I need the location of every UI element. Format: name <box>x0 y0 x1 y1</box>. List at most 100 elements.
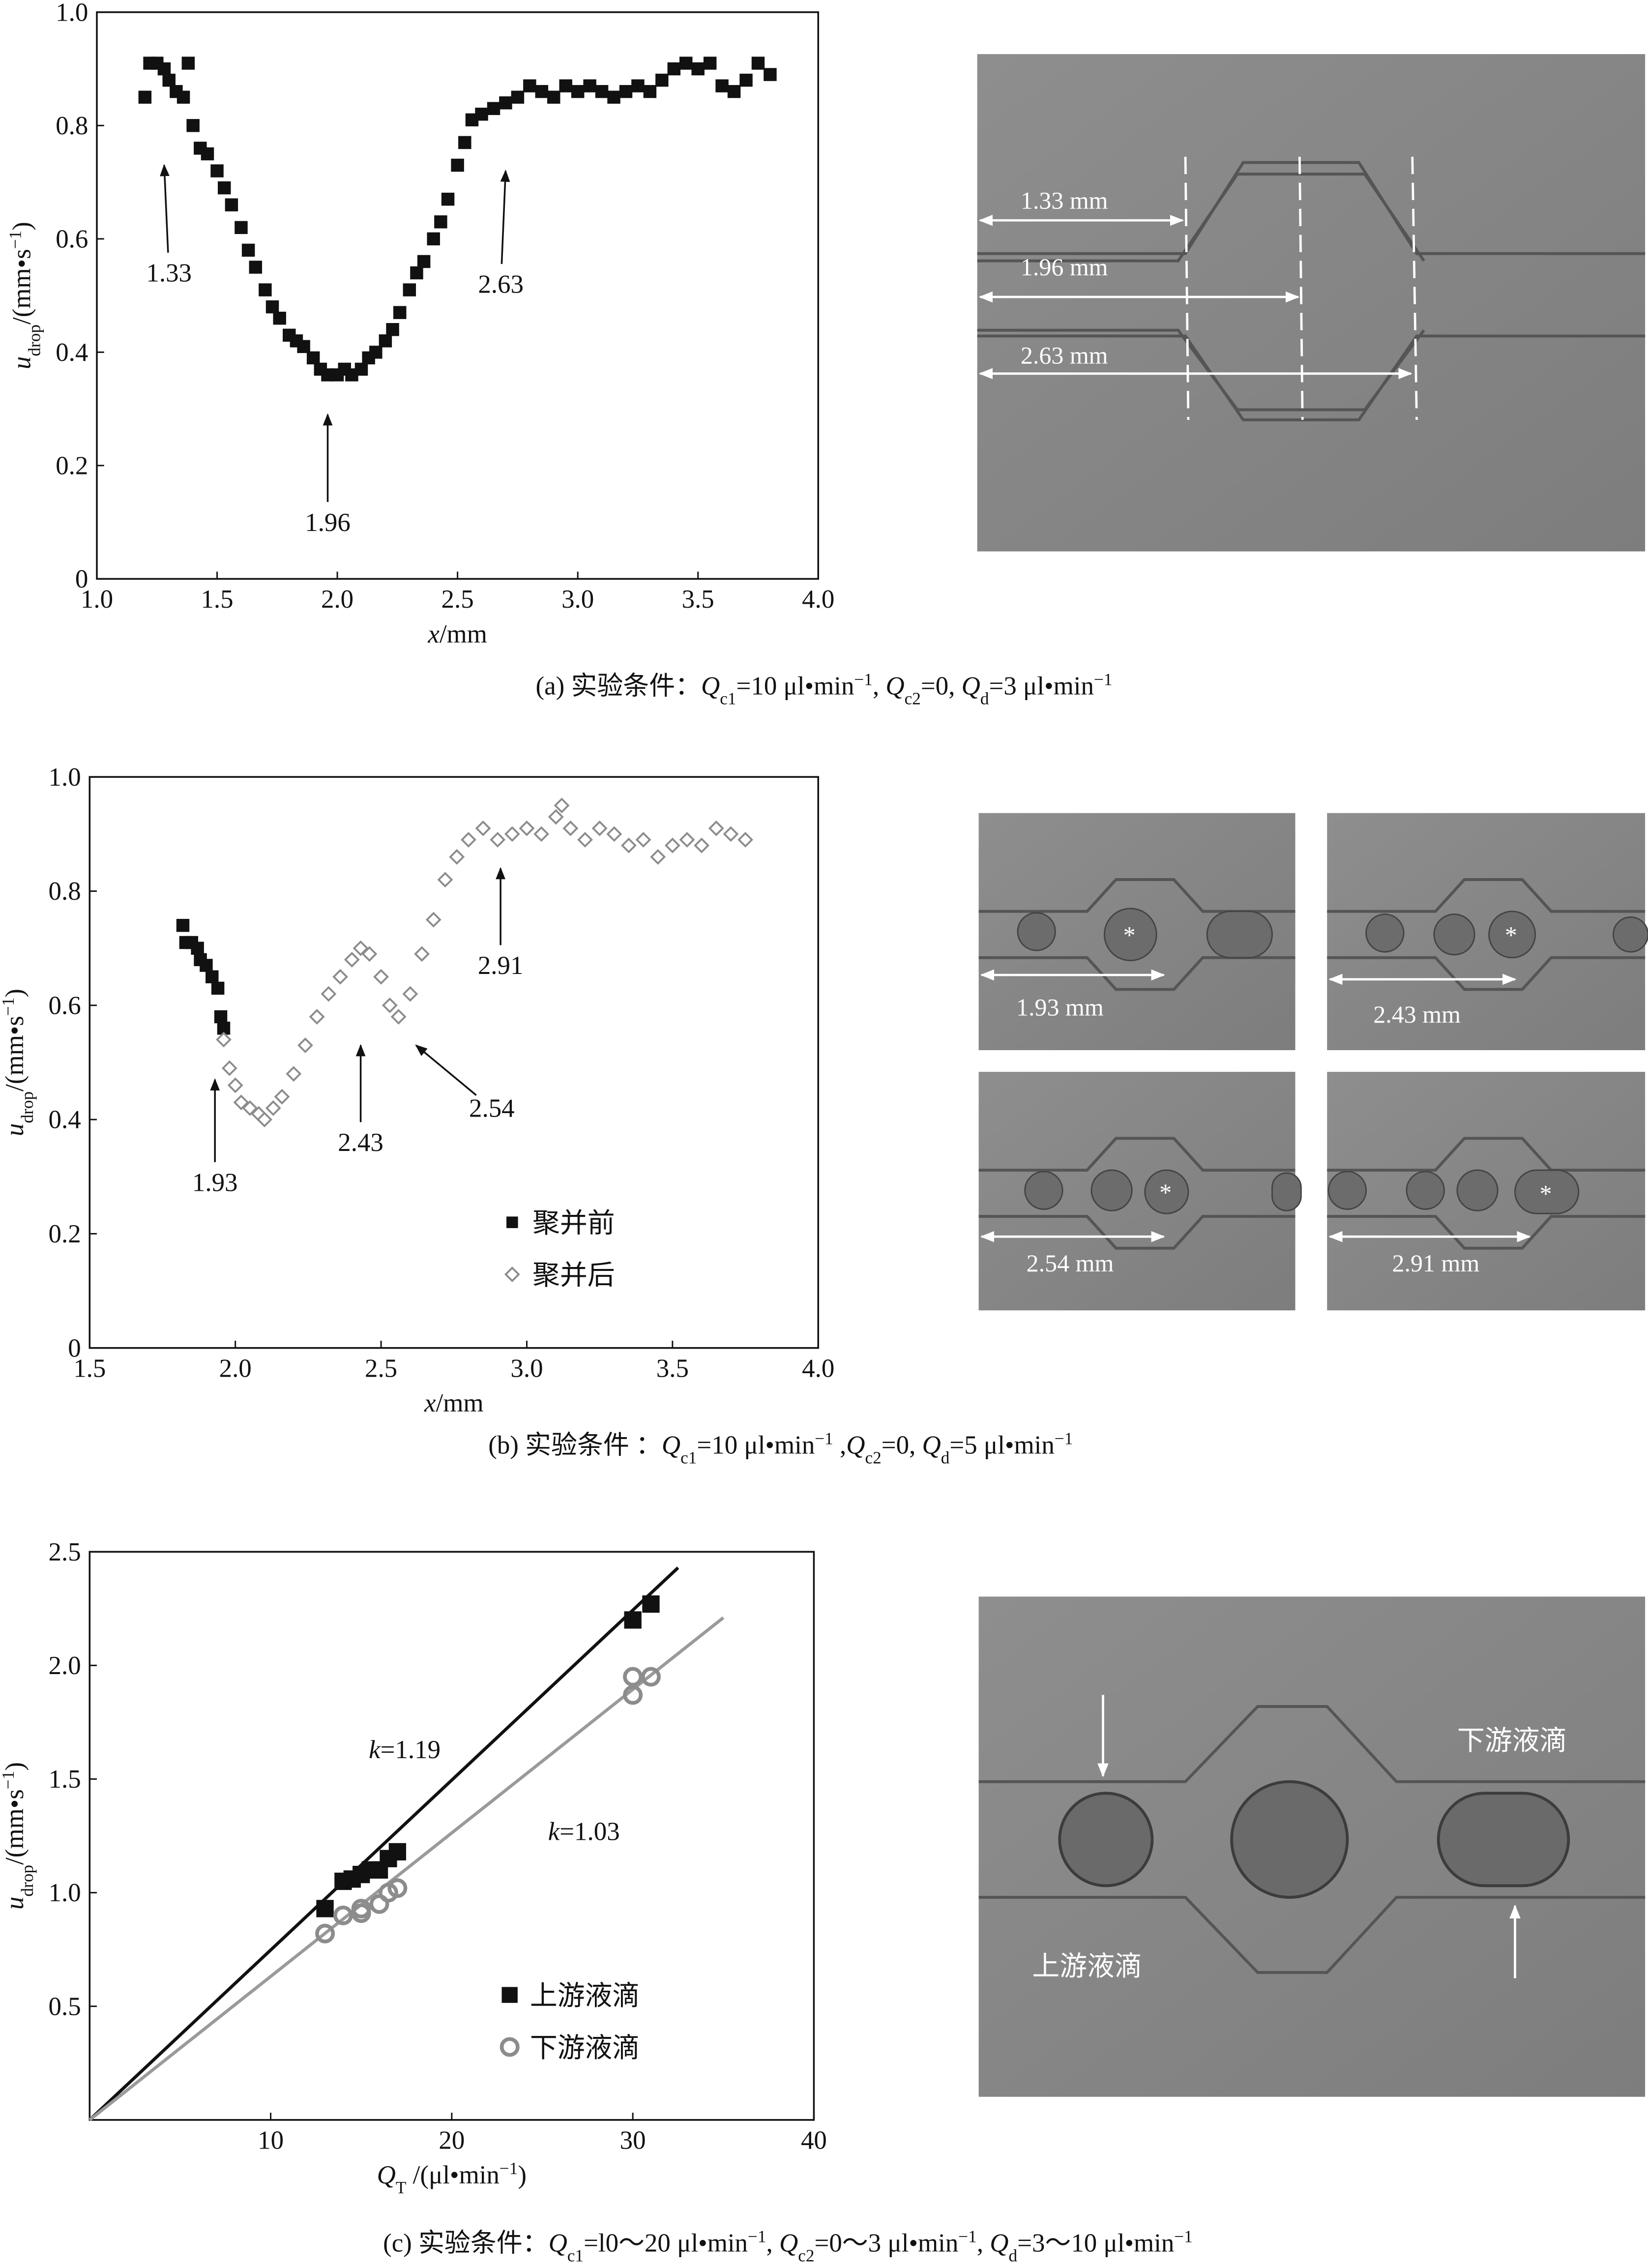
point <box>265 1100 281 1116</box>
point <box>309 1009 325 1025</box>
text-part: =3 μl•min <box>989 672 1094 701</box>
droplet <box>1144 1169 1189 1214</box>
point <box>386 323 399 336</box>
droplet <box>1612 916 1648 953</box>
x-tick-label: 4.0 <box>802 1354 834 1383</box>
point <box>547 90 560 104</box>
point <box>621 837 637 854</box>
point <box>451 158 464 172</box>
y-tick-label: 1.5 <box>49 1765 81 1794</box>
text-part: Q <box>779 2229 798 2257</box>
channel <box>978 1137 1295 1250</box>
point <box>361 946 378 962</box>
point <box>641 1667 661 1687</box>
x-axis-label: x/mm <box>424 1389 484 1417</box>
point <box>402 986 418 1002</box>
point <box>227 1077 243 1093</box>
point <box>499 96 512 110</box>
photo-label: 1.96 mm <box>1021 253 1108 281</box>
point <box>393 306 407 319</box>
point <box>703 57 717 70</box>
annotation: 2.63 <box>478 270 524 299</box>
photo-label: 2.54 mm <box>1027 1249 1114 1277</box>
droplet <box>1090 1169 1133 1211</box>
text-part: Q <box>549 2229 567 2257</box>
droplet <box>1230 1780 1349 1899</box>
x-tick-label: 30 <box>620 2126 646 2155</box>
text-part: drop <box>18 1865 37 1897</box>
point <box>535 85 549 98</box>
legend-label: 下游液滴 <box>530 2033 640 2063</box>
point <box>511 90 525 104</box>
x-tick-label: 3.0 <box>510 1354 543 1383</box>
y-tick-label: 2.0 <box>49 1651 81 1680</box>
point <box>138 90 152 104</box>
photo-label: 2.91 mm <box>1392 1249 1480 1277</box>
point <box>691 62 705 76</box>
point <box>460 832 476 848</box>
text-part: u <box>0 1123 29 1136</box>
plot-frame <box>88 776 820 1349</box>
point <box>449 849 465 865</box>
text-part: , <box>833 1431 846 1459</box>
y-tick-label: 0.4 <box>56 338 88 367</box>
x-tick-label: 1.0 <box>81 585 113 614</box>
text-part: −1 <box>1174 2227 1193 2246</box>
droplet-mark: * <box>1123 921 1136 948</box>
point <box>373 969 389 985</box>
point <box>679 832 695 848</box>
point <box>504 826 520 842</box>
point <box>297 340 310 353</box>
annotation: 2.91 <box>478 951 524 980</box>
y-tick-label: 0 <box>68 1334 81 1362</box>
plot-frame <box>96 11 820 580</box>
text-part: =1.19 <box>381 1736 441 1764</box>
point <box>344 951 360 968</box>
text-part: −1 <box>815 1429 833 1448</box>
y-tick-label: 1.0 <box>49 1879 81 1907</box>
point <box>623 1685 643 1705</box>
point <box>737 832 753 848</box>
y-axis-label: udrop/(mm•s−1) <box>0 1762 37 1910</box>
point <box>727 85 741 98</box>
text-part: ) <box>0 1762 29 1771</box>
point <box>519 820 535 836</box>
point <box>354 362 368 376</box>
x-tick-label: 3.5 <box>682 585 714 614</box>
droplet <box>1058 1792 1154 1887</box>
photo-b1: * 1.93 mm <box>978 813 1295 1050</box>
point <box>286 1066 302 1082</box>
point <box>321 986 337 1002</box>
text-part: =0～3 μl•min <box>815 2229 959 2257</box>
point <box>410 266 423 280</box>
photo-label: 上游液滴 <box>1032 1951 1142 1982</box>
annotation: k=1.03 <box>548 1817 620 1846</box>
x-tick-label: 4.0 <box>802 585 834 614</box>
point <box>751 57 765 70</box>
y-tick-label: 0 <box>75 565 88 593</box>
y-tick-label: 0.2 <box>56 452 88 480</box>
text-part: −1 <box>958 2227 977 2246</box>
y-tick-label: 2.5 <box>49 1538 81 1566</box>
x-tick-label: 2.0 <box>219 1354 252 1383</box>
text-part: d <box>980 689 989 708</box>
text-part: /(μl•min <box>406 2161 499 2189</box>
legend-marker <box>501 1987 518 2003</box>
point <box>221 1060 237 1076</box>
text-part: =10 μl•min <box>736 672 854 701</box>
point <box>210 164 224 177</box>
y-tick-label: 0.6 <box>49 991 81 1020</box>
text-part: /(mm•s <box>8 249 36 324</box>
droplet <box>1024 1171 1063 1210</box>
point <box>274 1089 290 1105</box>
photo-label: 2.43 mm <box>1373 1001 1461 1028</box>
x-tick-label: 10 <box>258 2126 284 2155</box>
y-tick-label: 0.4 <box>49 1106 81 1134</box>
y-tick-label: 0.8 <box>49 877 81 906</box>
text-part: Q <box>962 672 980 701</box>
text-part: /mm <box>436 1389 484 1417</box>
point <box>739 73 753 87</box>
text-part: d <box>941 1448 950 1467</box>
legend-label: 聚并前 <box>532 1208 615 1239</box>
